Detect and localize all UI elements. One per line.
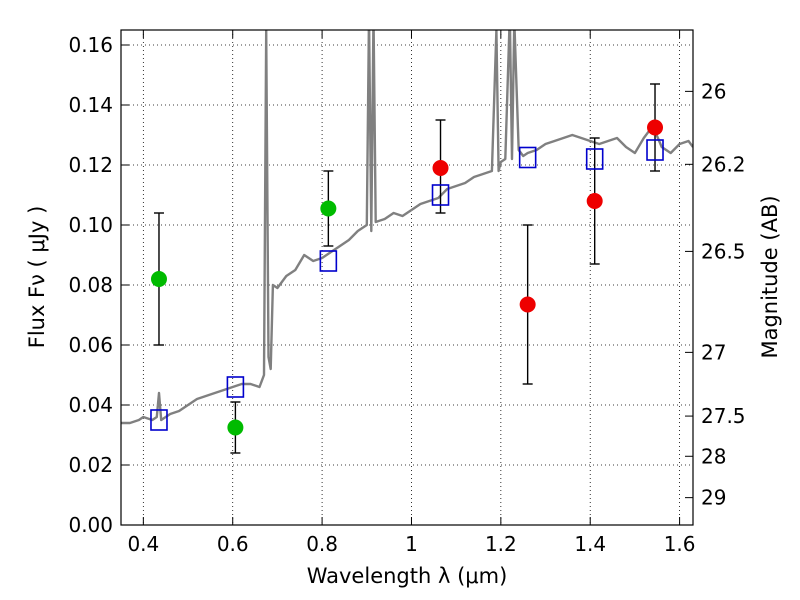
x-tick-label: 1.2 [485,532,517,556]
y-tick-label: 0.02 [68,453,113,477]
x-tick-label: 1.6 [664,532,696,556]
y-tick-label: 0.04 [68,393,113,417]
y-tick-label: 0.10 [68,213,113,237]
y-tick-label: 0.14 [68,93,113,117]
model-square-marker [646,139,664,161]
right-tick-label: 26.5 [701,239,746,263]
x-tick-label: 1 [405,532,418,556]
y-tick-label: 0.08 [68,273,113,297]
data-point-marker [519,296,536,313]
spectrum-line [121,30,693,425]
y-axis-label: Flux Fν ( μJy ) [25,206,49,349]
data-point-marker [432,160,449,176]
right-tick-label: 26.2 [701,152,746,176]
x-tick-label: 0.8 [306,532,338,556]
tick-labels: 0.4 0.6 0.8 1 1.2 1.4 1.6 0.00 0.02 0.04 0.06 0.08 0… [68,33,745,556]
x-tick-label: 0.6 [217,532,249,556]
y-tick-label: 0.06 [68,333,113,357]
model-square-marker [518,146,537,169]
data-point-marker [227,419,244,436]
y-tick-label: 0.00 [68,513,113,537]
x-tick-label: 1.4 [574,532,606,556]
y-tick-label: 0.12 [68,153,113,177]
x-axis-label: Wavelength λ (μm) [307,564,508,588]
right-tick-label: 27.5 [701,404,746,428]
right-tick-label: 26 [701,79,726,103]
model-square-marker [431,184,450,206]
plot-frame [120,29,694,526]
right-tick-label: 29 [701,486,726,510]
right-axis-label: Magnitude (AB) [758,195,782,358]
model-square-marker [150,409,168,431]
data-point-marker [320,200,337,217]
model-square-marker [585,148,604,170]
x-tick-label: 0.4 [127,532,159,556]
axis-ticks [121,30,693,526]
data-point-marker [586,193,603,209]
data-point-marker [647,119,664,136]
right-tick-label: 27 [701,340,726,364]
data-point-marker [150,271,167,287]
model-square-marker [226,376,245,398]
plot-area [121,30,693,454]
plot-background [121,30,693,525]
y-tick-label: 0.16 [68,33,113,57]
right-tick-label: 28 [701,444,726,468]
model-square-marker [319,250,338,272]
